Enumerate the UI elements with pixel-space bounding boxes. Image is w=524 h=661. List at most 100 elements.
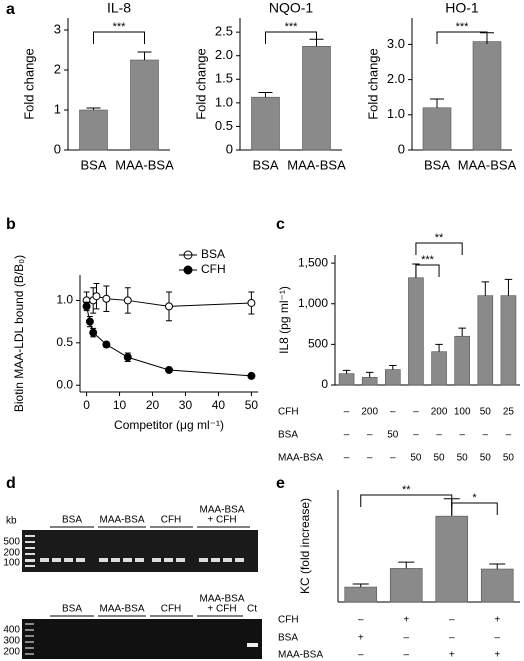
error-bar — [458, 327, 466, 337]
y-axis-label: IL8 (pg ml⁻¹) — [277, 286, 291, 354]
significance-bracket — [93, 31, 145, 44]
marker-label: 400 — [3, 625, 20, 636]
y-axis-label: KC (fold increase) — [298, 498, 312, 594]
error-bar — [342, 369, 351, 374]
legend-label: BSA — [201, 247, 225, 261]
gel-bands — [25, 535, 244, 567]
y-tick-label: 0.5 — [56, 335, 73, 349]
marker-label: 200 — [3, 548, 20, 559]
y-tick-label: 2.5 — [215, 24, 233, 39]
condition-name: MAA-BSA — [278, 650, 323, 661]
y-tick-label: 0 — [321, 377, 328, 391]
x-tick-label: 30 — [179, 398, 193, 412]
y-axis-label: Fold change — [21, 48, 36, 120]
significance-bracket — [265, 31, 317, 44]
y-tick-label: 2 — [54, 61, 61, 76]
point — [92, 292, 101, 301]
point — [89, 328, 98, 337]
condition-value: – — [344, 430, 350, 441]
point — [165, 365, 173, 374]
gel-unit: kb — [6, 516, 17, 527]
bar — [431, 351, 447, 386]
point — [165, 302, 173, 311]
condition-value: + — [403, 615, 409, 626]
point — [247, 298, 256, 307]
point — [123, 353, 132, 362]
marker-label: 300 — [3, 636, 20, 647]
x-tick-label: BSA — [252, 157, 278, 172]
point — [82, 302, 91, 311]
condition-name: MAA-BSA — [278, 453, 323, 464]
condition-value: + — [358, 633, 364, 644]
condition-value: 50 — [503, 453, 515, 464]
error-bar — [481, 281, 490, 296]
error-bar — [435, 343, 443, 352]
significance-label: ** — [402, 484, 411, 496]
bar — [389, 568, 423, 603]
panel-label: d — [6, 475, 16, 492]
panel-label: b — [6, 216, 16, 233]
significance-label: ** — [435, 232, 444, 244]
condition-value: – — [449, 633, 455, 644]
x-tick-label: BSA — [424, 157, 450, 172]
significance-label: *** — [421, 254, 435, 266]
condition-value: – — [494, 633, 500, 644]
gel-panel: kb BSA MAA-BSA CFH MAA-BSA + CFH 500 200… — [3, 505, 262, 659]
point — [247, 371, 256, 380]
bar — [422, 107, 452, 151]
y-tick-label: 500 — [308, 337, 328, 351]
y-tick-label: 0.0 — [56, 377, 73, 391]
y-axis-label: Biotin MAA-LDL bound (B/B₀) — [12, 255, 26, 412]
condition-value: – — [413, 430, 419, 441]
condition-value: – — [449, 615, 455, 626]
error-bar — [86, 107, 101, 110]
y-tick-label: 3 — [54, 21, 61, 36]
condition-value: 100 — [454, 407, 471, 418]
gel-group: MAA-BSA — [99, 515, 144, 526]
x-tick-label: 50 — [245, 398, 259, 412]
bar — [361, 376, 378, 386]
panel-label: e — [276, 475, 285, 492]
y-tick-label: 1.0 — [387, 106, 405, 121]
condition-name: BSA — [278, 430, 298, 441]
condition-value: 200 — [361, 407, 378, 418]
y-tick-label: 2.0 — [387, 71, 405, 86]
significance-label: *** — [285, 21, 299, 33]
bar — [79, 109, 108, 151]
condition-value: – — [403, 633, 409, 644]
gel-group: BSA — [62, 604, 82, 615]
condition-value: 50 — [480, 453, 492, 464]
gel-group: + CFH — [207, 604, 236, 615]
condition-name: CFH — [278, 407, 299, 418]
gel-group: BSA — [62, 515, 82, 526]
bar — [344, 586, 378, 603]
bar — [385, 369, 401, 386]
error-bar — [489, 563, 506, 570]
condition-name: CFH — [278, 615, 299, 626]
condition-value: – — [413, 407, 419, 418]
condition-name: BSA — [278, 633, 298, 644]
x-tick-label: MAA-BSA — [287, 157, 346, 172]
bar — [251, 96, 280, 151]
y-tick-label: 0.5 — [215, 118, 233, 133]
bar — [454, 335, 470, 386]
gel-group: CFH — [161, 515, 182, 526]
significance-bracket — [436, 31, 488, 44]
gel-group: CFH — [161, 604, 182, 615]
y-axis-label: Fold change — [365, 48, 380, 120]
condition-value: – — [344, 453, 350, 464]
y-tick-label: 3.0 — [387, 36, 405, 51]
point — [102, 294, 111, 303]
gel-group: MAA-BSA — [199, 505, 244, 516]
x-tick-label: MAA-BSA — [458, 157, 517, 172]
condition-value: + — [494, 615, 500, 626]
y-tick-label: 1 — [54, 101, 61, 116]
significance-bracket — [360, 494, 453, 507]
y-tick-label: 1.5 — [215, 71, 233, 86]
marker-label: 200 — [3, 647, 20, 658]
significance-label: * — [472, 492, 477, 504]
error-bar — [430, 98, 444, 108]
y-tick-label: 1.0 — [215, 94, 233, 109]
bar — [408, 277, 424, 386]
